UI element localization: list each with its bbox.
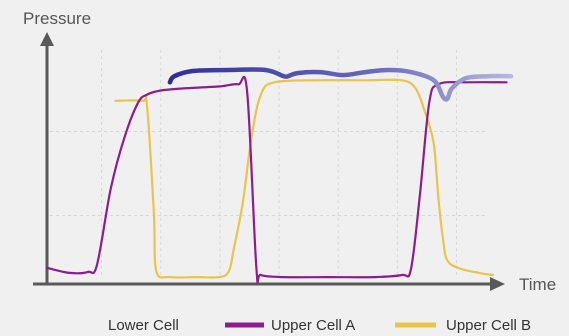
y-axis-label: Pressure xyxy=(23,9,91,28)
x-axis-label: Time xyxy=(519,275,556,294)
series-line-lower-cell xyxy=(167,67,514,102)
legend-label-lower-cell: Lower Cell xyxy=(108,317,179,334)
legend-item-lower-cell: Lower Cell xyxy=(54,317,179,334)
legend-label-upper-cell-a: Upper Cell A xyxy=(271,317,355,334)
grid xyxy=(50,50,485,278)
legend-label-upper-cell-b: Upper Cell B xyxy=(446,317,531,334)
x-axis-arrow-icon xyxy=(490,277,505,291)
legend: Lower Cell Upper Cell A Upper Cell B xyxy=(54,317,531,334)
y-axis-arrow-icon xyxy=(40,32,54,46)
legend-item-upper-cell-a: Upper Cell A xyxy=(225,317,355,334)
legend-item-upper-cell-b: Upper Cell B xyxy=(395,317,531,334)
series-layer xyxy=(45,67,514,284)
series-line-upper-cell-b xyxy=(114,78,494,279)
series-line-upper-cell-a xyxy=(45,75,508,284)
